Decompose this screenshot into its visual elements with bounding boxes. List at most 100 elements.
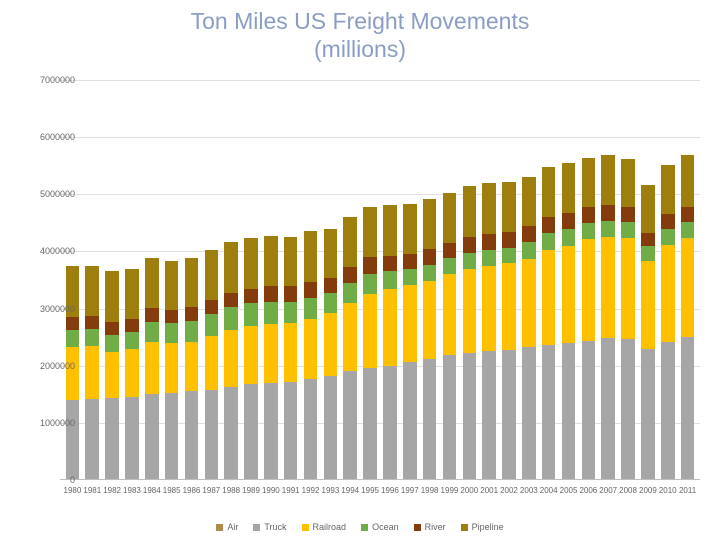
title-line-2: (millions) [314, 36, 406, 62]
bar-segment-river [264, 286, 278, 302]
legend-item-air: Air [216, 522, 238, 532]
bar-segment-pipeline [542, 167, 556, 217]
bar-segment-pipeline [463, 186, 477, 236]
bar-segment-truck [423, 359, 437, 480]
bar-stack [165, 261, 179, 480]
bar-segment-railroad [463, 269, 477, 353]
bar-group: 1988 [222, 80, 241, 480]
bar-segment-railroad [482, 266, 496, 352]
legend-item-pipeline: Pipeline [461, 522, 504, 532]
bar-stack [324, 229, 338, 480]
bar-group: 2002 [500, 80, 519, 480]
x-tick-label: 2010 [659, 486, 677, 495]
bar-stack [224, 242, 238, 480]
bar-stack [502, 182, 516, 480]
bar-segment-ocean [264, 302, 278, 324]
x-tick-label: 2011 [679, 486, 696, 495]
x-tick-label: 1997 [401, 486, 419, 495]
bar-segment-railroad [363, 294, 377, 368]
bar-segment-pipeline [363, 207, 377, 257]
bar-stack [443, 193, 457, 480]
bar-segment-truck [284, 382, 298, 480]
bar-group: 1989 [242, 80, 261, 480]
bar-segment-railroad [502, 263, 516, 349]
bar-group: 1999 [440, 80, 459, 480]
x-tick-label: 1980 [64, 486, 82, 495]
bar-stack [85, 266, 99, 480]
bar-segment-railroad [105, 352, 119, 398]
bar-stack [264, 236, 278, 480]
bar-group: 2011 [678, 80, 697, 480]
y-tick-label: 5000000 [40, 189, 75, 199]
bar-segment-railroad [66, 347, 80, 400]
bar-segment-river [224, 293, 238, 307]
bar-segment-river [343, 267, 357, 283]
bar-group: 1984 [142, 80, 161, 480]
bar-segment-railroad [145, 342, 159, 395]
bar-segment-pipeline [562, 163, 576, 213]
x-tick-label: 2009 [639, 486, 657, 495]
x-tick-label: 1995 [361, 486, 379, 495]
legend-item-railroad: Railroad [302, 522, 347, 532]
bar-stack [383, 205, 397, 480]
x-tick-label: 1988 [222, 486, 240, 495]
bar-group: 2000 [460, 80, 479, 480]
y-tick-label: 4000000 [40, 246, 75, 256]
bar-segment-truck [145, 394, 159, 480]
bar-segment-truck [363, 368, 377, 480]
bars-region: 1980198119821983198419851986198719881989… [60, 80, 700, 480]
bar-segment-ocean [621, 222, 635, 238]
bar-segment-river [145, 308, 159, 322]
legend-label: Railroad [313, 522, 347, 532]
x-tick-label: 1998 [421, 486, 439, 495]
bar-segment-pipeline [244, 238, 258, 288]
x-tick-label: 2007 [599, 486, 617, 495]
bar-segment-railroad [443, 274, 457, 356]
bar-group: 1985 [162, 80, 181, 480]
x-tick-label: 2003 [520, 486, 538, 495]
bar-stack [363, 207, 377, 480]
bar-segment-river [482, 234, 496, 250]
bar-segment-truck [522, 347, 536, 480]
bar-segment-railroad [403, 285, 417, 362]
bar-segment-truck [105, 398, 119, 480]
bar-segment-ocean [363, 274, 377, 294]
bar-segment-railroad [542, 250, 556, 345]
bar-segment-railroad [383, 289, 397, 366]
bar-group: 1990 [261, 80, 280, 480]
bar-segment-railroad [205, 336, 219, 390]
bar-group: 1982 [103, 80, 122, 480]
bar-stack [304, 231, 318, 480]
legend-swatch [216, 524, 223, 531]
x-axis-line [60, 479, 700, 480]
bar-segment-railroad [324, 313, 338, 376]
x-tick-label: 2001 [480, 486, 498, 495]
bar-segment-ocean [562, 229, 576, 246]
plot-area: 1980198119821983198419851986198719881989… [60, 80, 700, 480]
bar-segment-ocean [284, 302, 298, 323]
x-tick-label: 1999 [441, 486, 459, 495]
bar-segment-pipeline [383, 205, 397, 256]
bar-segment-ocean [423, 265, 437, 280]
bar-segment-railroad [582, 239, 596, 340]
bar-segment-river [562, 213, 576, 229]
bar-segment-river [105, 322, 119, 335]
bar-segment-truck [343, 371, 357, 480]
x-tick-label: 1989 [242, 486, 260, 495]
bar-segment-pipeline [165, 261, 179, 310]
bar-segment-ocean [542, 233, 556, 250]
x-tick-label: 1983 [123, 486, 141, 495]
bar-segment-river [502, 232, 516, 248]
bar-segment-truck [641, 349, 655, 480]
bar-segment-railroad [343, 303, 357, 372]
bar-segment-railroad [661, 245, 675, 342]
bar-segment-river [363, 257, 377, 274]
bar-segment-pipeline [502, 182, 516, 232]
bar-group: 2005 [559, 80, 578, 480]
bar-segment-railroad [641, 261, 655, 348]
bar-stack [205, 250, 219, 480]
bar-stack [185, 258, 199, 480]
bar-segment-railroad [681, 238, 695, 337]
bar-segment-pipeline [304, 231, 318, 281]
bar-segment-truck [383, 366, 397, 480]
